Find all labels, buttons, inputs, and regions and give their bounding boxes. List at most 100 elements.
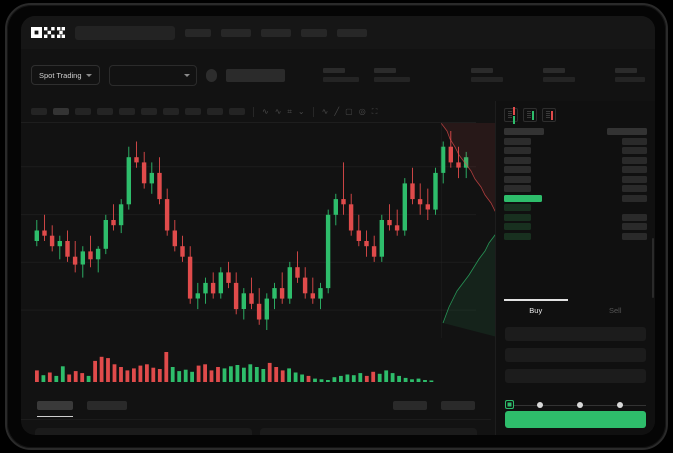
toolbar-divider: [253, 106, 254, 117]
orderbook-bid-row[interactable]: [504, 223, 647, 230]
target-icon[interactable]: ◎: [358, 106, 366, 116]
stat-label: [471, 68, 494, 73]
orderbook-ask-row[interactable]: [504, 147, 647, 154]
tab-buy[interactable]: Buy: [496, 299, 576, 323]
nav-item-2[interactable]: [221, 28, 251, 37]
market-type-label: Spot Trading: [39, 70, 82, 80]
market-stat: [373, 68, 410, 82]
panel-right[interactable]: [260, 428, 477, 435]
panel-left[interactable]: [35, 428, 252, 435]
pair-select[interactable]: [108, 64, 197, 86]
settings-icon[interactable]: ⌗: [287, 106, 292, 116]
fullscreen-icon[interactable]: ⛶: [371, 106, 378, 116]
chevron-down-icon: [85, 73, 92, 77]
timeframe-chip[interactable]: [163, 108, 179, 115]
stat-label: [322, 68, 345, 73]
indicator-icon[interactable]: ∿: [262, 106, 269, 116]
chart-toolbar: ∿ ∿ ⌗ ⌄ ∿ ╱ ▢ ◎ ⛶: [21, 101, 476, 123]
coin-avatar: [205, 68, 218, 82]
orderbook-rows[interactable]: [496, 128, 655, 318]
submit-order-button[interactable]: [505, 411, 646, 428]
slider-handle-active[interactable]: [505, 400, 514, 409]
timeframe-chip[interactable]: [229, 108, 245, 115]
orderbook-ask-row[interactable]: [504, 175, 647, 183]
orders-tabbar: [21, 392, 491, 420]
orderbook-mode-asks-icon[interactable]: [542, 108, 556, 122]
orderbook-mode-both-icon[interactable]: [504, 106, 518, 124]
orderbook-mode-bids-icon[interactable]: [523, 108, 537, 122]
candlestick-chart[interactable]: [21, 123, 476, 338]
ruler-icon[interactable]: ╱: [334, 106, 340, 116]
candlestick-svg: [21, 131, 476, 330]
stat-value: [543, 77, 576, 82]
compare-icon[interactable]: ∿: [274, 106, 282, 116]
orderbook-bid-row[interactable]: [504, 232, 647, 240]
orderbook-bid-row[interactable]: [504, 213, 647, 221]
market-stat: [614, 68, 645, 82]
tab-sell[interactable]: Sell: [608, 306, 622, 315]
market-stat: [322, 68, 359, 82]
tablet-device-frame: Spot Trading: [5, 3, 668, 450]
timeframe-chip-active[interactable]: [53, 108, 69, 115]
timeframe-chip[interactable]: [119, 108, 135, 115]
timeframe-chip[interactable]: [97, 108, 113, 115]
timeframe-chip[interactable]: [185, 108, 201, 115]
okx-logo[interactable]: [31, 27, 65, 38]
stat-value: [373, 77, 410, 82]
buy-sell-tabs: Buy Sell: [496, 299, 655, 323]
trade-form: [496, 327, 655, 390]
stat-label: [614, 68, 637, 73]
market-subheader: Spot Trading: [21, 49, 655, 101]
nav-item-3[interactable]: [261, 28, 291, 37]
pair-price-display: [226, 68, 285, 82]
timeframe-chip[interactable]: [207, 108, 223, 115]
market-type-dropdown[interactable]: Spot Trading: [31, 65, 100, 85]
market-stat: [543, 68, 576, 82]
orderbook-bid-row[interactable]: [504, 204, 647, 211]
depth-chart-svg: [441, 123, 501, 338]
depth-chart-overlay: [441, 123, 501, 338]
amount-field[interactable]: [505, 369, 646, 383]
tab-open-orders[interactable]: [37, 401, 73, 417]
amount-slider[interactable]: [505, 400, 646, 411]
timeframe-chip[interactable]: [31, 108, 47, 115]
slider-mark-25[interactable]: [537, 402, 543, 408]
nav-item-4[interactable]: [301, 28, 327, 37]
toolbar-divider: [312, 106, 314, 117]
order-type-field[interactable]: [505, 327, 646, 341]
price-field[interactable]: [505, 348, 646, 362]
volume-svg: [35, 352, 434, 382]
nav-item-5[interactable]: [337, 28, 367, 37]
timeframe-chip[interactable]: [141, 108, 157, 115]
global-search-input[interactable]: [75, 25, 175, 40]
nav-item-1[interactable]: [185, 28, 211, 37]
stat-value: [471, 77, 504, 82]
orderbook-ask-row[interactable]: [504, 185, 647, 192]
orderbook-ask-row[interactable]: [504, 166, 647, 173]
orderbook-last-price-row[interactable]: [504, 194, 647, 202]
orderbook-view-modes: [496, 101, 655, 128]
line-chart-icon[interactable]: ∿: [321, 106, 329, 116]
orderbook-ask-row[interactable]: [504, 137, 647, 145]
camera-icon[interactable]: ▢: [345, 106, 353, 116]
stat-label: [543, 68, 566, 73]
tab-order-history[interactable]: [87, 401, 127, 410]
volume-histogram: [21, 338, 491, 390]
orderbook-scrollbar[interactable]: [652, 238, 654, 298]
orders-action-2[interactable]: [441, 401, 475, 410]
orders-action-1[interactable]: [393, 401, 427, 410]
bottom-panels: [21, 428, 491, 435]
orderbook-header-row: [504, 128, 647, 135]
orderbook-ask-row[interactable]: [504, 156, 647, 164]
market-stat: [471, 68, 504, 82]
slider-mark-75[interactable]: [617, 402, 623, 408]
chevron-down-icon: [183, 73, 190, 77]
top-navigation-bar: [21, 16, 655, 49]
stat-label: [373, 68, 396, 73]
stat-value: [614, 77, 645, 82]
chevron-down-icon[interactable]: ⌄: [297, 106, 305, 116]
slider-mark-50[interactable]: [577, 402, 583, 408]
stat-value: [322, 77, 359, 82]
timeframe-chip[interactable]: [75, 108, 91, 115]
